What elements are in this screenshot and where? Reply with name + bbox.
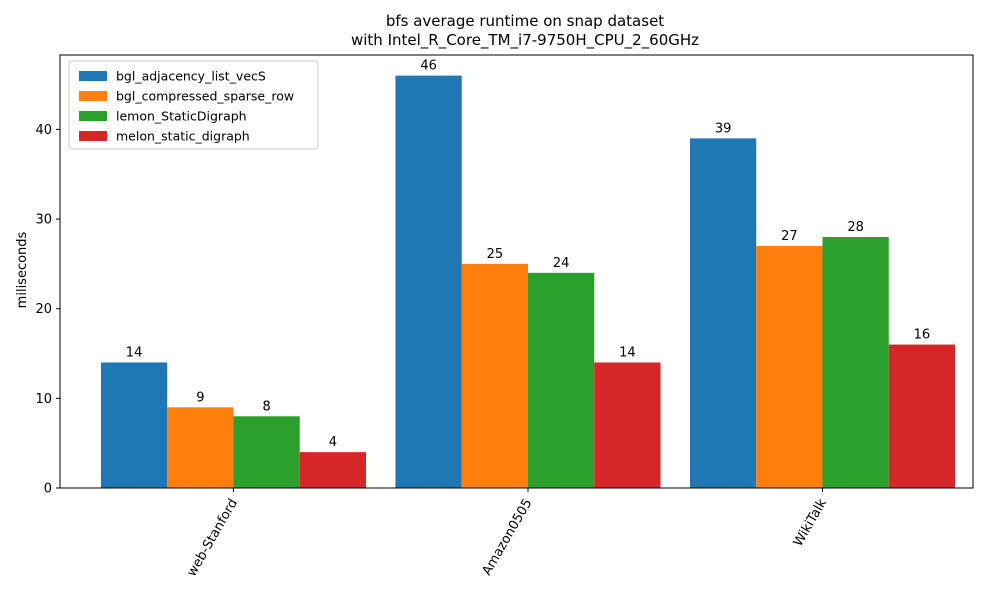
bar-melon_static_digraph-WikiTalk <box>888 344 956 488</box>
chart-subtitle: with Intel_R_Core_TM_i7-9750H_CPU_2_60GH… <box>351 31 699 50</box>
bar-value-label: 25 <box>487 247 504 262</box>
bar-value-label: 27 <box>781 229 798 244</box>
x-tick-label: WikiTalk <box>791 496 830 549</box>
legend-box <box>68 60 319 150</box>
bar-bgl_adjacency_list_vecS-WikiTalk <box>689 138 757 488</box>
bar-bgl_adjacency_list_vecS-web-Stanford <box>100 362 168 488</box>
y-tick-label: 40 <box>35 123 52 138</box>
bar-value-label: 16 <box>914 328 931 343</box>
x-tick-label: Amazon0505 <box>480 497 536 579</box>
legend-entry: bgl_compressed_sparse_row <box>116 89 294 104</box>
bar-bgl_compressed_sparse_row-web-Stanford <box>167 407 234 488</box>
y-axis: 0 10 20 30 40 <box>35 123 60 497</box>
bar-lemon_StaticDigraph-web-Stanford <box>233 416 300 488</box>
legend-entry: lemon_StaticDigraph <box>116 109 247 124</box>
bar-lemon_StaticDigraph-WikiTalk <box>822 236 889 488</box>
legend-entry: melon_static_digraph <box>116 129 250 144</box>
bar-labels-group: 14 46 39 9 25 27 8 24 28 4 14 16 <box>126 59 930 451</box>
legend-swatch <box>79 71 107 81</box>
y-tick-label: 10 <box>35 392 52 407</box>
bar-bgl_compressed_sparse_row-WikiTalk <box>756 245 823 488</box>
y-tick-label: 0 <box>44 482 52 497</box>
y-tick-label: 30 <box>35 213 52 228</box>
x-tick-label: web-Stanford <box>184 497 241 580</box>
bar-value-label: 4 <box>329 435 337 450</box>
legend-swatch <box>79 91 107 101</box>
bar-value-label: 46 <box>420 59 437 74</box>
bars-group <box>100 75 956 488</box>
legend-entry: bgl_adjacency_list_vecS <box>116 69 266 84</box>
bar-melon_static_digraph-web-Stanford <box>299 452 367 488</box>
bar-bgl_compressed_sparse_row-Amazon0505 <box>461 263 528 488</box>
legend-swatch <box>79 131 107 141</box>
bar-lemon_StaticDigraph-Amazon0505 <box>527 272 595 488</box>
bar-value-label: 9 <box>196 390 204 405</box>
x-axis: web-Stanford Amazon0505 WikiTalk <box>184 488 830 579</box>
bar-value-label: 14 <box>619 345 636 360</box>
bar-value-label: 8 <box>262 399 270 414</box>
plot-frame <box>59 54 974 489</box>
legend-swatch <box>79 111 107 121</box>
bar-value-label: 14 <box>126 345 143 360</box>
bar-value-label: 39 <box>715 121 732 136</box>
legend: bgl_adjacency_list_vecS bgl_compressed_sp… <box>68 60 319 150</box>
y-axis-label: miliseconds <box>15 231 30 308</box>
bar-melon_static_digraph-Amazon0505 <box>594 362 661 488</box>
bar-value-label: 28 <box>847 220 864 235</box>
chart-title: bfs average runtime on snap dataset <box>386 12 664 30</box>
bar-bgl_adjacency_list_vecS-Amazon0505 <box>395 75 462 488</box>
y-tick-label: 20 <box>35 302 52 317</box>
bar-value-label: 24 <box>553 256 570 271</box>
